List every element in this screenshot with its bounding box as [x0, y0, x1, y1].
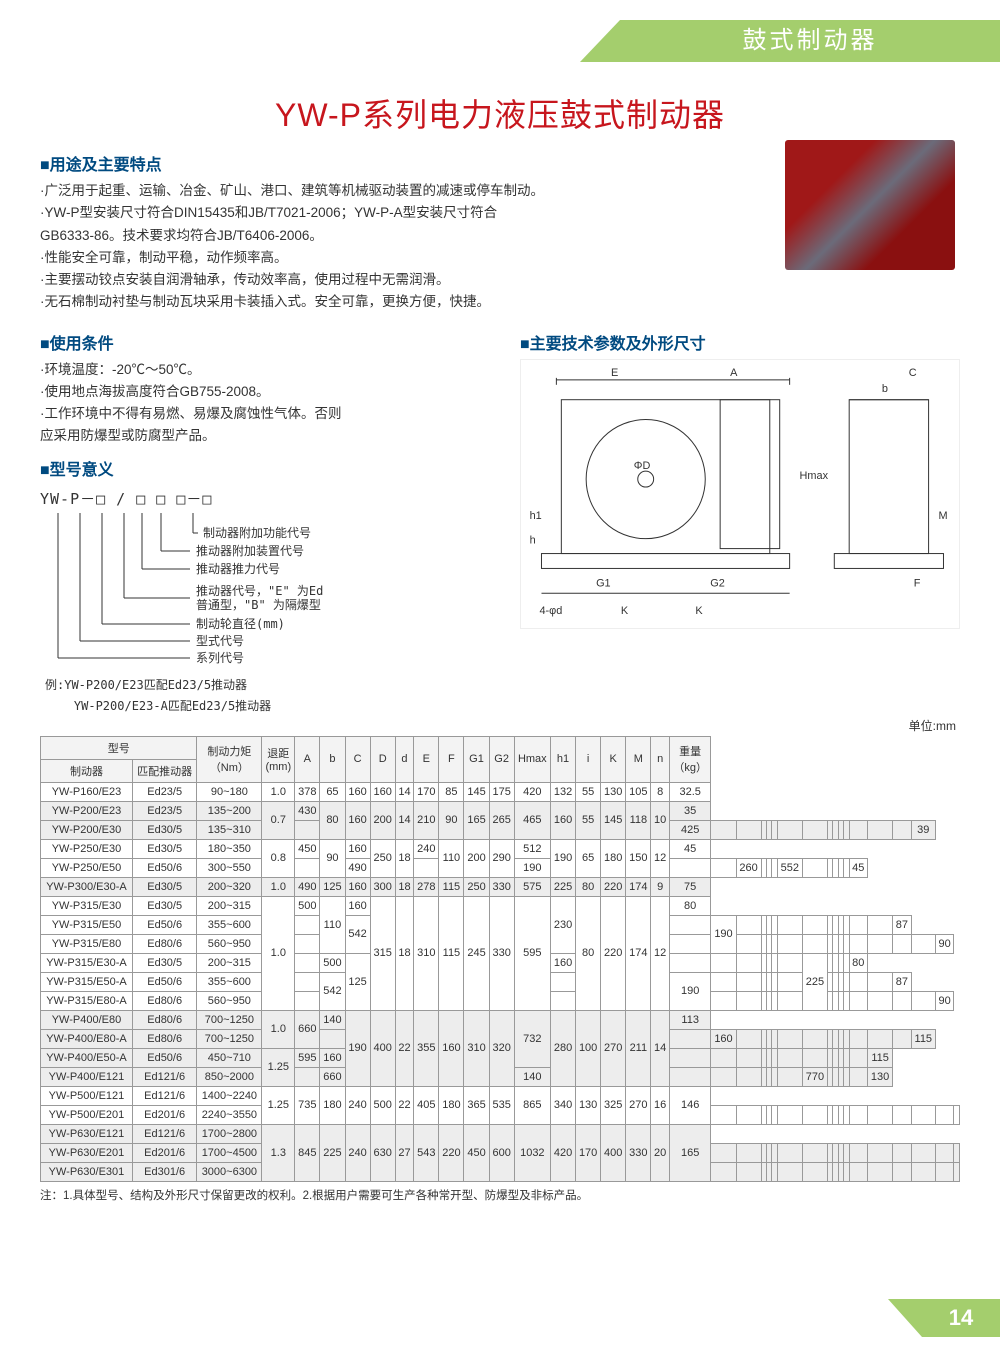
table-row: YW-P630/E121Ed121/61700~28001.3845225240…: [41, 1124, 960, 1143]
model-lines-svg: 制动器附加功能代号 推动器附加装置代号 推动器推力代号 推动器代号，"E" 为E…: [40, 513, 440, 668]
svg-text:推动器附加装置代号: 推动器附加装置代号: [196, 544, 304, 558]
table-row: YW-P400/E80Ed80/6700~12501.0660140190400…: [41, 1010, 960, 1029]
technical-drawing: E A C b Hmax h1 h G1 G2 M F ΦD 4-φd K: [520, 359, 960, 629]
table-row: YW-P315/E30Ed30/5200~3151.05001101603151…: [41, 896, 960, 915]
svg-text:G2: G2: [710, 577, 725, 589]
svg-text:E: E: [611, 366, 618, 378]
svg-text:ΦD: ΦD: [634, 460, 651, 472]
model-code-diagram: YW-P－□ / □ □ □－□ 制动器附加功能代号 推动器附加装置代号 推动器…: [40, 488, 500, 714]
svg-text:h: h: [530, 534, 536, 546]
table-row: YW-P500/E121Ed121/61400~22401.2573518024…: [41, 1086, 960, 1105]
svg-text:4-φd: 4-φd: [539, 605, 562, 617]
footnote: 注：1.具体型号、结构及外形尺寸保留更改的权利。2.根据用户需要可生产各种常开型…: [40, 1187, 960, 1203]
model-example-2: YW-P200/E23-A匹配Ed23/5推动器: [45, 697, 500, 714]
table-row: YW-P160/E23Ed23/590~1801.037865160160141…: [41, 782, 960, 801]
svg-text:Hmax: Hmax: [800, 470, 829, 482]
svg-text:制动轮直径(mm): 制动轮直径(mm): [196, 617, 285, 631]
table-row: YW-P300/E30-AEd30/5200~3201.049012516030…: [41, 877, 960, 896]
svg-text:推动器代号，"E" 为Ed: 推动器代号，"E" 为Ed: [196, 584, 323, 598]
table-row: YW-P200/E23Ed23/5135~2000.74308016020014…: [41, 801, 960, 820]
svg-text:K: K: [695, 605, 703, 617]
section-model-title: ■型号意义: [40, 456, 500, 480]
spec-table: 型号 制动力矩 （Nm） 退距 (mm) A b C D d E F G1 G2…: [40, 736, 960, 1182]
model-example-1: 例:YW-P200/E23匹配Ed23/5推动器: [45, 676, 500, 693]
svg-text:推动器推力代号: 推动器推力代号: [196, 562, 280, 576]
page-title: YW-P系列电力液压鼓式制动器: [40, 90, 960, 136]
svg-text:K: K: [621, 605, 629, 617]
conditions-list: ·环境温度：-20℃～50℃。 ·使用地点海拔高度符合GB755-2008。 ·…: [40, 359, 500, 448]
category-tab-text: 鼓式制动器: [620, 20, 1000, 62]
section-spec-title: ■主要技术参数及外形尺寸: [520, 330, 960, 354]
svg-text:制动器附加功能代号: 制动器附加功能代号: [203, 526, 311, 540]
svg-text:普通型，"B" 为隔爆型: 普通型，"B" 为隔爆型: [196, 598, 321, 612]
svg-text:C: C: [909, 366, 917, 378]
section-conditions-title: ■使用条件: [40, 330, 500, 354]
svg-text:型式代号: 型式代号: [196, 634, 244, 648]
svg-text:系列代号: 系列代号: [196, 651, 244, 665]
page-number: 14: [922, 1299, 1000, 1337]
table-row: YW-P250/E30Ed30/5180~3500.84509016025018…: [41, 839, 960, 858]
svg-text:G1: G1: [596, 577, 611, 589]
unit-label: 单位:mm: [40, 717, 956, 734]
svg-text:b: b: [882, 382, 888, 394]
svg-text:M: M: [939, 509, 948, 521]
svg-text:h1: h1: [530, 509, 542, 521]
category-tab: 鼓式制动器: [620, 20, 1000, 62]
svg-text:A: A: [730, 366, 738, 378]
product-photo: [785, 140, 955, 270]
svg-text:F: F: [914, 577, 921, 589]
